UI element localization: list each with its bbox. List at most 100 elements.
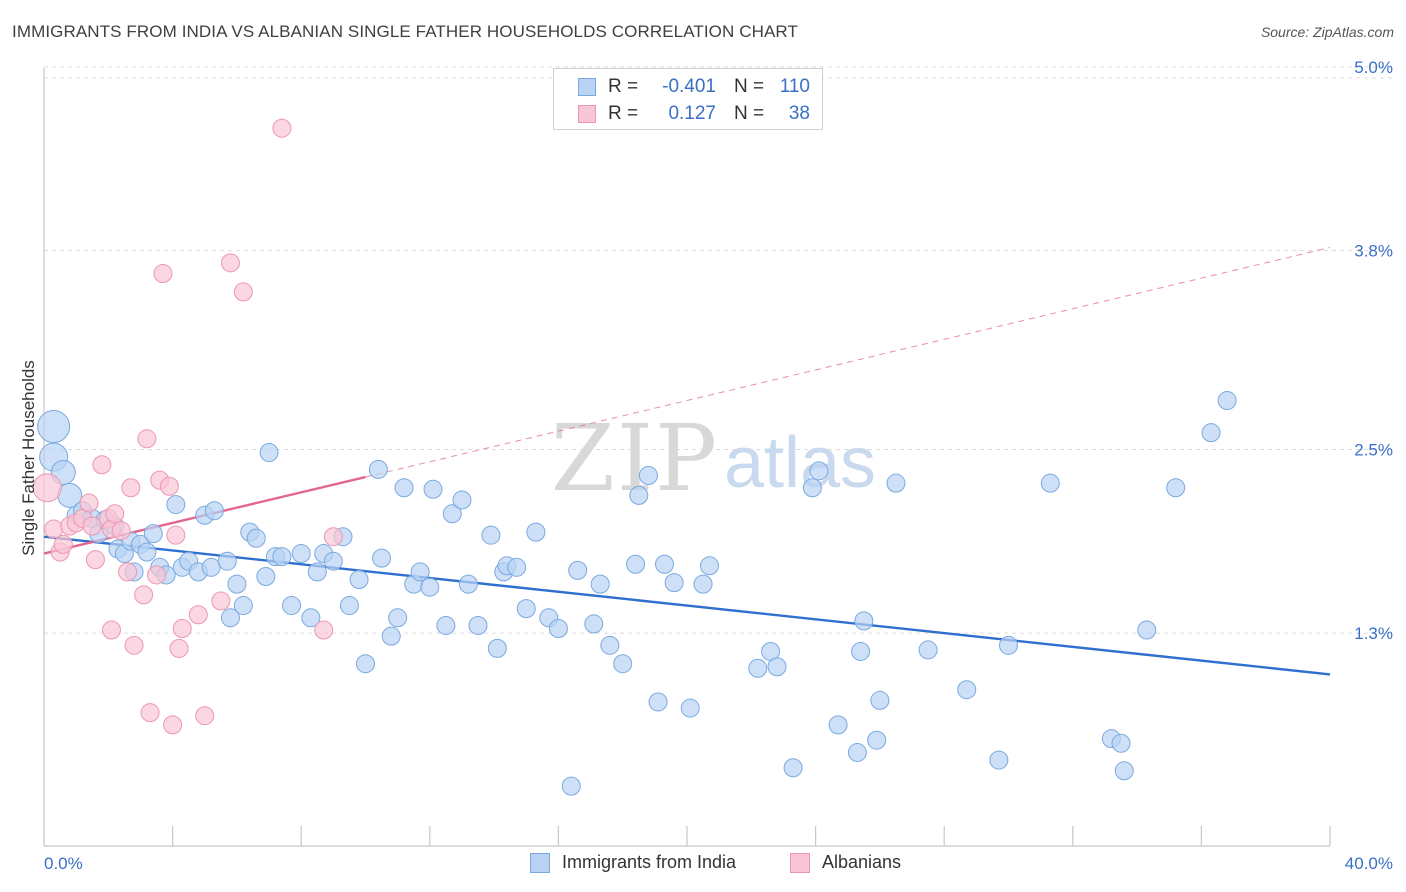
data-points (32, 118, 1237, 796)
point-albanians (323, 527, 343, 547)
point-india (999, 635, 1018, 655)
point-albanians (211, 591, 231, 611)
point-india (700, 556, 720, 576)
series-swatch-albanians (790, 852, 810, 873)
point-india (693, 574, 713, 594)
y-tick-label: 1.3% (1354, 624, 1393, 643)
point-india (870, 690, 890, 710)
point-india (246, 528, 266, 548)
point-albanians (233, 282, 253, 302)
point-india (748, 658, 768, 678)
legend-n-label: N = (734, 103, 765, 124)
series-legend-india: Immigrants from India (530, 852, 736, 873)
point-india (584, 614, 604, 634)
legend-r-label: R = (608, 76, 639, 97)
point-albanians (92, 455, 112, 475)
point-india (629, 485, 649, 505)
point-india (568, 560, 588, 580)
point-india (886, 473, 906, 493)
point-india (802, 478, 822, 498)
legend-row-india: R = -0.401 N = 110 (578, 75, 810, 99)
point-india (282, 596, 302, 616)
legend-row-albanians: R = 0.127 N = 38 (578, 102, 810, 126)
point-india (420, 577, 440, 597)
point-india (1217, 391, 1237, 411)
legend-n-value: 110 (779, 76, 810, 97)
point-albanians (195, 706, 215, 726)
watermark-atlas: atlas (724, 423, 876, 503)
point-india (227, 574, 247, 594)
point-india (272, 547, 292, 567)
trend-line-india (43, 535, 1331, 676)
point-albanians (172, 619, 192, 639)
point-india (561, 776, 581, 796)
point-albanians (272, 118, 292, 138)
point-albanians (105, 504, 125, 524)
point-india (600, 635, 620, 655)
point-albanians (53, 534, 73, 554)
grid-lines (44, 66, 1392, 634)
point-india (638, 466, 658, 486)
point-india (372, 548, 392, 568)
point-albanians (79, 493, 99, 513)
y-tick-label: 5.0% (1354, 58, 1393, 77)
point-india (349, 570, 369, 590)
point-india (767, 657, 787, 677)
point-india (1166, 478, 1186, 498)
point-india (867, 730, 887, 750)
point-india (452, 490, 472, 510)
point-india (626, 554, 646, 574)
point-india (590, 574, 610, 594)
y-tick-label: 2.5% (1354, 441, 1393, 460)
legend-swatch-albanians (578, 105, 596, 123)
point-albanians (159, 476, 179, 496)
point-india (201, 557, 221, 577)
point-albanians (121, 478, 141, 498)
legend-r-label: R = (608, 103, 639, 124)
point-india (809, 461, 829, 481)
point-india (1201, 423, 1221, 443)
point-india (526, 522, 546, 542)
point-india (368, 459, 388, 479)
point-india (217, 551, 237, 571)
point-albanians (314, 620, 334, 640)
point-albanians (153, 264, 173, 284)
point-albanians (147, 565, 167, 585)
point-india (220, 608, 240, 628)
point-india (423, 479, 443, 499)
point-india (204, 501, 224, 521)
point-india (1040, 473, 1060, 493)
point-india (259, 443, 279, 463)
point-india (481, 525, 501, 545)
point-india (654, 554, 674, 574)
point-india (507, 557, 527, 577)
point-india (1137, 620, 1157, 640)
point-india (323, 551, 343, 571)
series-label-albanians: Albanians (822, 852, 902, 872)
point-albanians (44, 519, 64, 539)
point-india (233, 596, 253, 616)
point-india (468, 615, 488, 635)
point-india (410, 562, 430, 582)
source-label: Source: ZipAtlas.com (1260, 24, 1394, 40)
point-india (828, 715, 848, 735)
legend-n-label: N = (734, 76, 765, 97)
point-albanians (85, 550, 105, 570)
legend-swatch-india (578, 78, 596, 96)
point-india (783, 758, 803, 778)
point-india (166, 495, 186, 515)
point-albanians (124, 635, 144, 655)
series-legend: Immigrants from India Albanians (0, 852, 1406, 876)
point-india (918, 640, 938, 660)
point-albanians (82, 516, 102, 536)
point-india (388, 608, 408, 628)
point-india (613, 654, 633, 674)
point-india (381, 626, 401, 646)
point-india (989, 750, 1009, 770)
point-india (256, 566, 276, 586)
point-albanians (169, 638, 189, 658)
point-india (356, 654, 375, 674)
x-tick-label-max: 40.0% (1345, 854, 1393, 873)
tick-labels: 1.3% 2.5% 3.8% 5.0% 0.0% 40.0% (44, 58, 1393, 873)
